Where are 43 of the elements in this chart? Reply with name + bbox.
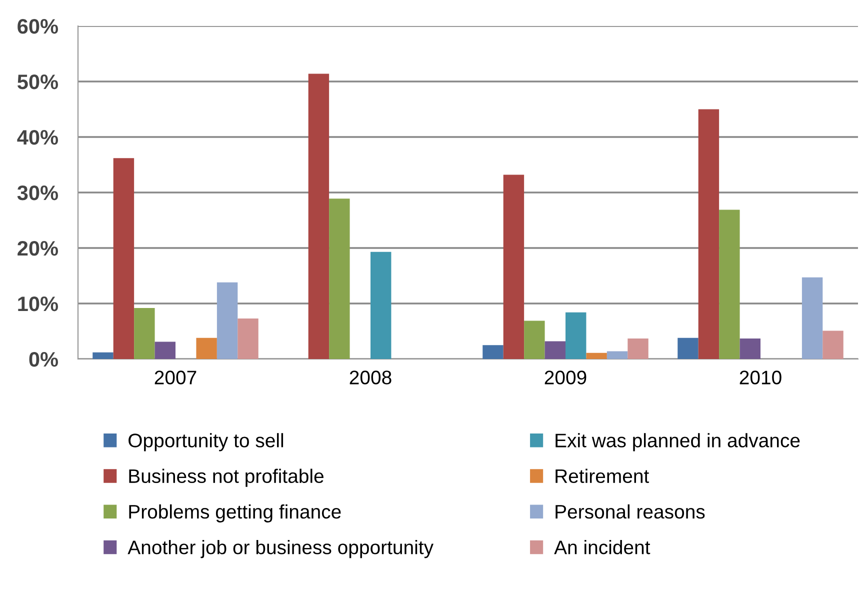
x-tick-label: 2010	[740, 370, 782, 384]
bar	[216, 282, 238, 359]
legend-label: Personal reasons	[556, 504, 705, 519]
legend-label: Problems getting finance	[129, 504, 341, 522]
bar	[822, 330, 844, 359]
bar	[196, 338, 217, 359]
bar	[678, 338, 698, 359]
bar	[370, 252, 392, 359]
x-tick-label: 2008	[350, 370, 392, 384]
bar	[566, 312, 586, 359]
legend-label: Retirement	[556, 468, 650, 484]
y-tick-label: 10%	[18, 296, 58, 312]
bar	[606, 351, 628, 359]
y-tick-label: 60%	[18, 19, 58, 34]
bar	[740, 338, 760, 359]
legend-label: An incident	[554, 540, 650, 554]
bar	[113, 158, 134, 359]
legend-label: Exit was planned in advance	[556, 433, 800, 452]
bar	[92, 352, 114, 359]
bar	[802, 277, 823, 359]
bar	[308, 74, 330, 359]
bar	[482, 345, 504, 359]
bar	[524, 320, 545, 359]
x-tick-label: 2009	[544, 370, 586, 384]
bar	[719, 210, 740, 359]
y-tick-label: 0%	[29, 352, 58, 367]
y-tick-label: 50%	[18, 74, 58, 90]
bar	[154, 342, 176, 359]
legend-label: Opportunity to sell	[128, 433, 284, 452]
bar	[544, 341, 566, 359]
x-tick-label: 2007	[154, 370, 196, 384]
legend-label: Business not profitable	[129, 468, 324, 487]
bar	[134, 308, 155, 359]
bar	[503, 174, 524, 359]
bar	[586, 352, 607, 359]
legend-label: Another job or business opportunity	[128, 540, 434, 558]
bar	[238, 318, 258, 359]
y-tick-label: 40%	[17, 130, 58, 145]
y-tick-label: 30%	[17, 186, 58, 200]
bar	[628, 338, 648, 359]
bar	[698, 109, 720, 359]
bar	[329, 198, 350, 359]
y-tick-label: 20%	[18, 241, 58, 256]
